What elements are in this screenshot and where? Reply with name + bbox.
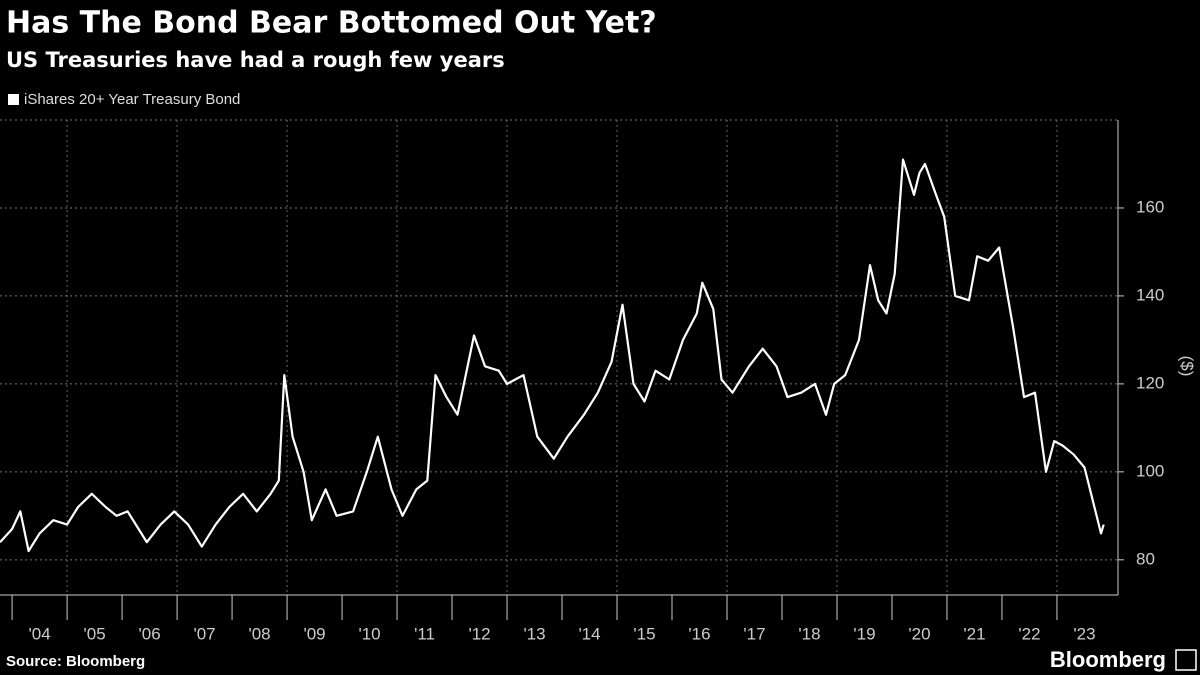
legend-swatch [8, 94, 19, 105]
legend-label: iShares 20+ Year Treasury Bond [24, 91, 240, 108]
x-tick-label: '11 [414, 624, 435, 643]
chart-title: Has The Bond Bear Bottomed Out Yet? [6, 6, 657, 41]
x-tick-label: '23 [1073, 624, 1095, 643]
x-tick-label: '06 [139, 624, 161, 643]
x-tick-label: '08 [248, 624, 270, 643]
x-tick-label: '14 [578, 624, 600, 643]
y-axis-label: ($) [1178, 356, 1197, 377]
x-tick-label: '18 [798, 624, 820, 643]
y-tick-label: 140 [1136, 285, 1164, 304]
chart-subtitle: US Treasuries have had a rough few years [6, 48, 505, 72]
x-tick-label: '19 [853, 624, 875, 643]
x-tick-label: '07 [193, 624, 215, 643]
y-tick-label: 120 [1136, 373, 1164, 392]
x-tick-label: '15 [633, 624, 655, 643]
x-tick-label: '04 [29, 624, 51, 643]
y-tick-label: 100 [1136, 461, 1164, 480]
series-line [0, 158, 1105, 553]
x-tick-label: '12 [468, 624, 490, 643]
logo: Bloomberg [1050, 647, 1166, 672]
y-tick-label: 160 [1136, 197, 1164, 216]
y-tick-label: 80 [1136, 549, 1155, 568]
logo-icon [1175, 649, 1197, 671]
x-tick-label: '21 [963, 624, 985, 643]
x-tick-label: '09 [303, 624, 325, 643]
x-tick-label: '16 [688, 624, 710, 643]
x-tick-label: '10 [358, 624, 380, 643]
source: Source: Bloomberg [6, 653, 145, 670]
x-tick-label: '13 [523, 624, 545, 643]
x-tick-label: '22 [1018, 624, 1040, 643]
x-tick-label: '17 [743, 624, 765, 643]
x-tick-label: '05 [84, 624, 106, 643]
x-tick-label: '20 [908, 624, 930, 643]
